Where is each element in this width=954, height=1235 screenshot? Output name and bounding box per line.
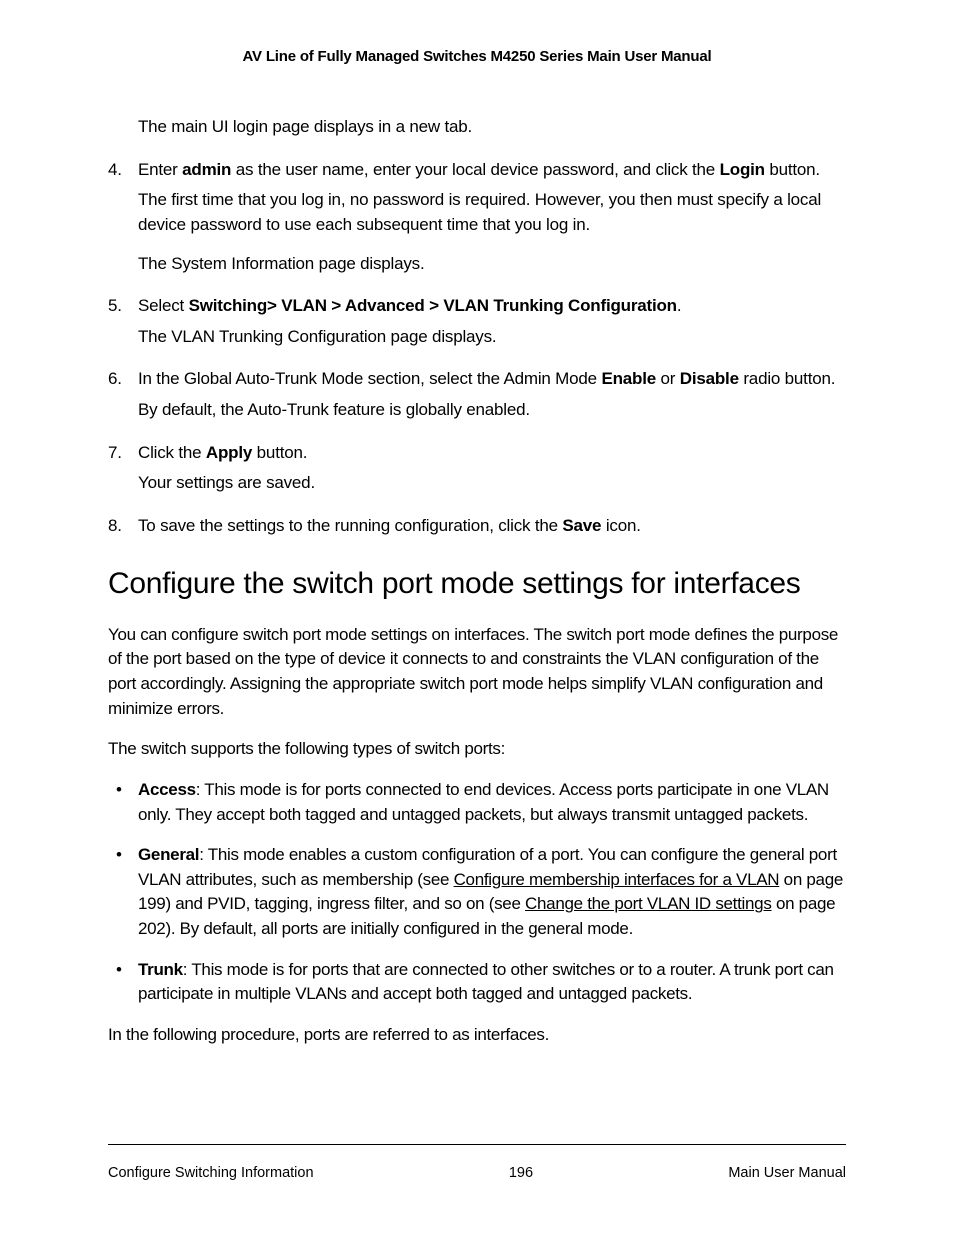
step-8-text-c: icon.: [601, 516, 640, 535]
step-7-text-c: button.: [252, 443, 307, 462]
step-6-text-a: In the Global Auto-Trunk Mode section, s…: [138, 369, 601, 388]
section-heading: Configure the switch port mode settings …: [108, 567, 846, 601]
step-7-text-a: Click the: [138, 443, 206, 462]
step-4-text-a: Enter: [138, 160, 182, 179]
step-7-sub1: Your settings are saved.: [138, 471, 846, 496]
footer-right: Main User Manual: [728, 1165, 846, 1181]
bullet-general: General: This mode enables a custom conf…: [108, 843, 846, 942]
step-6-sub1: By default, the Auto-Trunk feature is gl…: [138, 398, 846, 423]
section-para1: You can configure switch port mode setti…: [108, 623, 846, 722]
step-7: Click the Apply button. Your settings ar…: [108, 441, 846, 496]
step-8: To save the settings to the running conf…: [108, 514, 846, 539]
bullet-trunk: Trunk: This mode is for ports that are c…: [108, 958, 846, 1007]
step-4-sub1: The first time that you log in, no passw…: [138, 188, 846, 237]
footer-divider: [108, 1144, 846, 1145]
step-4-text-e: button.: [765, 160, 820, 179]
bullet-general-label: General: [138, 845, 199, 864]
step-6: In the Global Auto-Trunk Mode section, s…: [108, 367, 846, 422]
bullet-access-label: Access: [138, 780, 196, 799]
footer-left: Configure Switching Information: [108, 1165, 314, 1181]
step-5-bold-path: Switching> VLAN > Advanced > VLAN Trunki…: [189, 296, 677, 315]
bullet-access: Access: This mode is for ports connected…: [108, 778, 846, 827]
step-4-bold-admin: admin: [182, 160, 231, 179]
intro-paragraph: The main UI login page displays in a new…: [138, 115, 846, 140]
step-4: Enter admin as the user name, enter your…: [108, 158, 846, 277]
doc-header-title: AV Line of Fully Managed Switches M4250 …: [108, 48, 846, 65]
step-6-bold-disable: Disable: [680, 369, 739, 388]
section-para2: The switch supports the following types …: [108, 737, 846, 762]
link-configure-membership[interactable]: Configure membership interfaces for a VL…: [454, 870, 780, 889]
bullet-trunk-label: Trunk: [138, 960, 183, 979]
link-change-port-vlan[interactable]: Change the port VLAN ID settings: [525, 894, 772, 913]
step-5-text-a: Select: [138, 296, 189, 315]
step-7-bold-apply: Apply: [206, 443, 252, 462]
step-8-bold-save: Save: [562, 516, 601, 535]
step-5-sub1: The VLAN Trunking Configuration page dis…: [138, 325, 846, 350]
step-6-text-e: radio button.: [739, 369, 835, 388]
step-4-text-c: as the user name, enter your local devic…: [231, 160, 719, 179]
step-5-text-c: .: [677, 296, 682, 315]
section-para3: In the following procedure, ports are re…: [108, 1023, 846, 1048]
step-4-bold-login: Login: [720, 160, 765, 179]
page-footer: Configure Switching Information 196 Main…: [108, 1144, 846, 1181]
step-6-bold-enable: Enable: [601, 369, 656, 388]
step-6-text-c: or: [656, 369, 680, 388]
bullet-trunk-text: : This mode is for ports that are connec…: [138, 960, 834, 1004]
step-8-text-a: To save the settings to the running conf…: [138, 516, 562, 535]
footer-page-number: 196: [509, 1165, 533, 1181]
step-5: Select Switching> VLAN > Advanced > VLAN…: [108, 294, 846, 349]
step-4-sub2: The System Information page displays.: [138, 252, 846, 277]
bullet-access-text: : This mode is for ports connected to en…: [138, 780, 829, 824]
